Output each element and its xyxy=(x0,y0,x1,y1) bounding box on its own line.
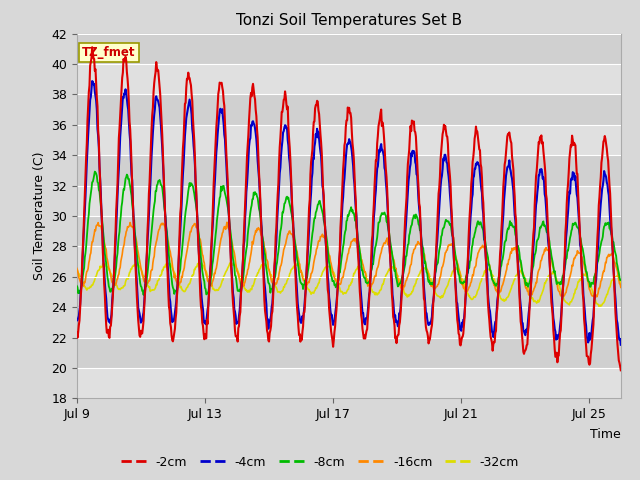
Bar xyxy=(77,155,621,186)
Bar xyxy=(77,307,621,337)
Bar xyxy=(77,246,621,277)
Bar xyxy=(77,64,621,95)
Y-axis label: Soil Temperature (C): Soil Temperature (C) xyxy=(33,152,45,280)
Bar xyxy=(77,216,621,246)
Text: Time: Time xyxy=(590,428,621,441)
Bar xyxy=(77,95,621,125)
Bar xyxy=(77,277,621,307)
Bar xyxy=(77,337,621,368)
Bar xyxy=(77,34,621,64)
Legend: -2cm, -4cm, -8cm, -16cm, -32cm: -2cm, -4cm, -8cm, -16cm, -32cm xyxy=(116,451,524,474)
Title: Tonzi Soil Temperatures Set B: Tonzi Soil Temperatures Set B xyxy=(236,13,462,28)
Bar xyxy=(77,125,621,155)
Bar xyxy=(77,186,621,216)
Bar xyxy=(77,368,621,398)
Text: TZ_fmet: TZ_fmet xyxy=(82,47,136,60)
